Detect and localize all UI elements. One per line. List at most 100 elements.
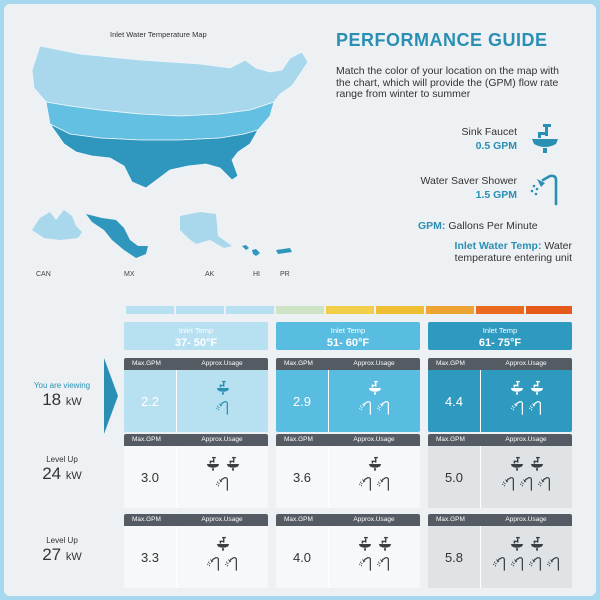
gradient-seg-2 (176, 306, 224, 314)
shower-icon (529, 557, 541, 571)
current-row-arrow-icon (104, 358, 118, 434)
approx-usage-header: Approx.Usage (353, 516, 395, 523)
cell-body: 5.8 (428, 526, 572, 588)
faucet-icon (530, 536, 543, 551)
shower-icon (547, 557, 559, 571)
shower-icon (529, 401, 541, 415)
temp-header-mild: Inlet Temp 51- 60°F (276, 322, 420, 350)
gradient-seg-8 (476, 306, 524, 314)
cell-header: Max.GPM Approx.Usage (276, 358, 420, 370)
hawaii-shape (242, 245, 260, 256)
faucet-icon (530, 380, 543, 395)
faucet-icon (510, 536, 523, 551)
temp-header-warm: Inlet Temp 61- 75°F (428, 322, 572, 350)
grid-cell: Max.GPM Approx.Usage 2.2 (124, 358, 268, 432)
max-gpm-header: Max.GPM (132, 360, 161, 367)
row-label-power: 18 kW (42, 390, 82, 409)
cell-header: Max.GPM Approx.Usage (124, 514, 268, 526)
usage-icons (481, 370, 572, 432)
cell-header: Max.GPM Approx.Usage (428, 514, 572, 526)
faucet-icon (358, 536, 371, 551)
alaska-shape (180, 212, 232, 248)
cell-body: 2.2 (124, 370, 268, 432)
grid-cell: Max.GPM Approx.Usage 3.3 (124, 514, 268, 588)
max-gpm-header: Max.GPM (132, 516, 161, 523)
max-gpm-header: Max.GPM (284, 360, 313, 367)
max-gpm-value: 2.2 (124, 370, 177, 432)
faucet-icon (378, 536, 391, 551)
usage-icons (481, 446, 572, 508)
temp-header-label: Inlet Temp (178, 326, 214, 335)
row-label-power: 24 kW (42, 464, 82, 483)
faucet-icon (510, 456, 523, 471)
gradient-seg-9 (526, 306, 572, 314)
row-label-prefix: You are viewing (33, 381, 91, 390)
legend-gpm: GPM: Gallons Per Minute (418, 220, 538, 232)
us-zone-warm (49, 123, 259, 189)
cell-body: 4.4 (428, 370, 572, 432)
faucet-icon (368, 380, 381, 395)
approx-usage-header: Approx.Usage (505, 360, 547, 367)
usage-icons (481, 526, 572, 588)
usage-icons (329, 370, 420, 432)
faucet-icon (530, 456, 543, 471)
inlet-temperature-map (31, 45, 309, 258)
max-gpm-value: 4.4 (428, 370, 481, 432)
canada-shape (32, 210, 82, 240)
sink-faucet-icon (532, 124, 558, 153)
approx-usage-header: Approx.Usage (353, 360, 395, 367)
puerto-rico-shape (276, 248, 292, 254)
cell-body: 3.6 (276, 446, 420, 508)
gradient-seg-6 (376, 306, 424, 314)
cell-header: Max.GPM Approx.Usage (428, 434, 572, 446)
cell-header: Max.GPM Approx.Usage (124, 358, 268, 370)
gradient-seg-7 (426, 306, 474, 314)
shower-icon (511, 401, 523, 415)
cell-header: Max.GPM Approx.Usage (428, 358, 572, 370)
temp-header-range: 37- 50°F (174, 337, 218, 349)
performance-guide-title: PERFORMANCE GUIDE (336, 30, 548, 50)
shower-icon (225, 557, 237, 571)
shower-icon (377, 477, 389, 491)
shower-icon (359, 477, 371, 491)
gradient-seg-3 (226, 306, 274, 314)
grid-cell: Max.GPM Approx.Usage 2.9 (276, 358, 420, 432)
temp-header-range: 51- 60°F (326, 337, 370, 349)
device-name-faucet: Sink Faucet (461, 126, 517, 138)
cell-header: Max.GPM Approx.Usage (276, 434, 420, 446)
usage-icons (177, 446, 268, 508)
max-gpm-header: Max.GPM (132, 436, 161, 443)
approx-usage-header: Approx.Usage (505, 516, 547, 523)
grid-cell: Max.GPM Approx.Usage 3.0 (124, 434, 268, 508)
max-gpm-header: Max.GPM (284, 516, 313, 523)
max-gpm-value: 4.0 (276, 526, 329, 588)
approx-usage-header: Approx.Usage (201, 436, 243, 443)
temp-header-label: Inlet Temp (482, 326, 518, 335)
faucet-icon (368, 456, 381, 471)
cell-header: Max.GPM Approx.Usage (124, 434, 268, 446)
shower-icon (502, 477, 514, 491)
approx-usage-header: Approx.Usage (505, 436, 547, 443)
grid-cell: Max.GPM Approx.Usage 4.0 (276, 514, 420, 588)
max-gpm-value: 2.9 (276, 370, 329, 432)
faucet-icon (206, 456, 219, 471)
grid-cell: Max.GPM Approx.Usage 3.6 (276, 434, 420, 508)
faucet-icon (510, 380, 523, 395)
shower-icon (530, 174, 558, 206)
shower-icon (493, 557, 505, 571)
approx-usage-header: Approx.Usage (201, 360, 243, 367)
temp-header-cold: Inlet Temp 37- 50°F (124, 322, 268, 350)
device-gpm-faucet: 0.5 GPM (475, 140, 517, 152)
shower-icon (538, 477, 550, 491)
row-label-18kw: You are viewing 18 kW (12, 381, 112, 410)
cell-body: 2.9 (276, 370, 420, 432)
gradient-seg-4 (276, 306, 324, 314)
max-gpm-header: Max.GPM (436, 516, 465, 523)
cell-body: 3.3 (124, 526, 268, 588)
row-label-prefix: Level Up (46, 455, 78, 464)
guide-description: Match the color of your location on the … (336, 65, 559, 100)
max-gpm-header: Max.GPM (436, 436, 465, 443)
max-gpm-value: 5.0 (428, 446, 481, 508)
shower-icon (207, 557, 219, 571)
temp-header-range: 61- 75°F (478, 337, 522, 349)
